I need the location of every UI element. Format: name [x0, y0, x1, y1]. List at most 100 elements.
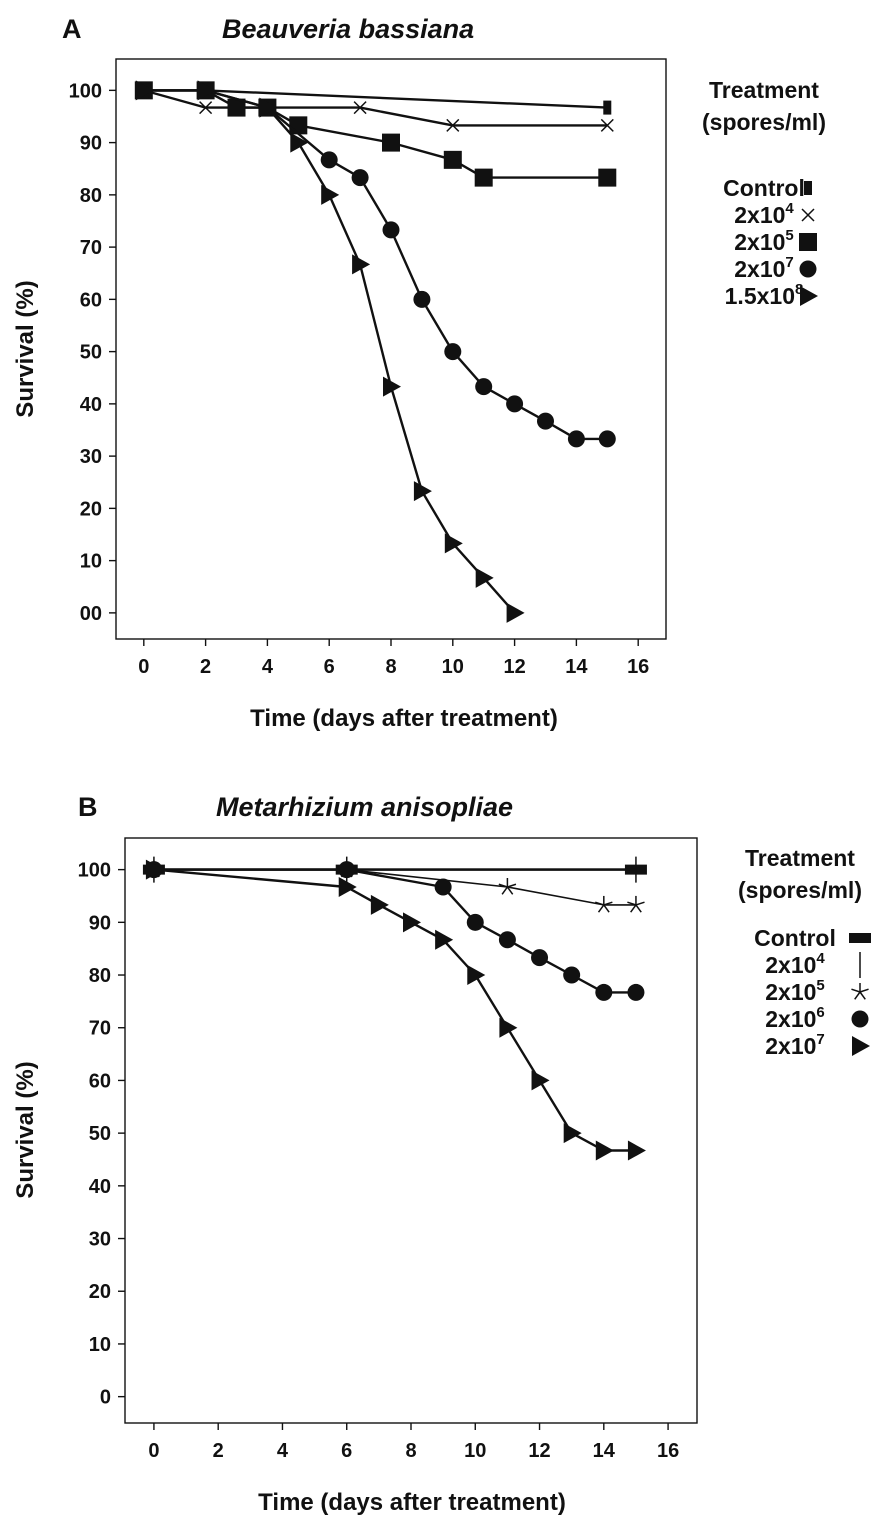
legend-marker-b-3 [851, 1010, 869, 1028]
x-tick-label-b-7: 14 [593, 1440, 616, 1462]
legend-label-b-0: Control [754, 925, 836, 951]
axis-ticks-a: 0 2 4 6 8 10 12 14 16 00 10 20 30 40 50 60 70 80 90 100 [69, 80, 650, 678]
legend-label-b-1: 2x104 [765, 950, 825, 978]
x-tick-label-b-1: 2 [213, 1440, 224, 1462]
x-tick-label-b-2: 4 [277, 1440, 289, 1462]
data-point-a-3-9 [506, 395, 524, 413]
legend-label-b-3: 2x106 [765, 1004, 825, 1032]
x-tick-label-a-4: 8 [385, 656, 396, 678]
data-point-a-4-5 [352, 254, 371, 275]
y-tick-label-a-5: 50 [80, 342, 102, 364]
data-point-a-2-5 [382, 133, 400, 152]
y-tick-label-b-8: 80 [89, 965, 111, 987]
data-point-a-4-3 [290, 132, 309, 153]
panel-a-title: Beauveria bassiana [222, 14, 474, 44]
panel-a: A Beauveria bassiana 0 2 4 6 8 10 12 14 16 00 10 20… [12, 14, 826, 732]
legend-b-title-line2: (spores/ml) [738, 877, 862, 903]
data-point-a-2-8 [598, 168, 617, 187]
x-tick-label-a-6: 12 [503, 656, 525, 678]
series-line-a-3 [143, 89, 608, 441]
data-point-a-4-6 [383, 376, 401, 397]
y-tick-label-b-3: 30 [89, 1229, 111, 1251]
legend-label-b-4: 2x107 [765, 1031, 825, 1059]
data-point-a-3-3 [320, 151, 338, 169]
y-tick-label-b-7: 70 [89, 1018, 111, 1040]
y-tick-label-b-9: 90 [89, 912, 111, 934]
data-point-b-2-2 [498, 878, 517, 895]
x-tick-label-b-4: 8 [405, 1440, 416, 1462]
y-tick-label-a-4: 40 [80, 394, 102, 416]
data-point-b-4-1 [338, 877, 357, 898]
data-point-b-4-5 [467, 965, 486, 986]
axis-ticks-b: 0 2 4 6 8 10 12 14 16 0 10 20 30 40 50 60 70 80 90 100 [78, 860, 680, 1462]
x-axis-label-a: Time (days after treatment) [250, 705, 558, 732]
data-point-b-2-4 [627, 895, 645, 913]
data-point-a-4-0 [135, 80, 154, 101]
data-point-a-3-5 [382, 221, 400, 239]
data-point-a-1-3 [353, 101, 367, 115]
data-point-a-4-7 [413, 481, 432, 502]
y-tick-label-a-6: 60 [80, 289, 102, 311]
series-group-a [134, 80, 617, 623]
data-point-a-2-6 [443, 150, 462, 169]
legend-marker-b-2 [851, 983, 869, 1000]
data-point-b-3-7 [595, 983, 613, 1001]
x-tick-label-b-6: 12 [528, 1440, 550, 1462]
legend-marker-a-1 [801, 208, 815, 222]
legend-b-title-line1: Treatment [745, 845, 855, 871]
legend-marker-a-0 [804, 181, 812, 195]
data-point-b-3-6 [563, 966, 581, 984]
y-tick-label-b-6: 60 [89, 1070, 111, 1092]
data-point-b-3-8 [627, 983, 645, 1001]
data-point-b-4-2 [370, 894, 389, 915]
x-tick-label-b-0: 0 [148, 1440, 159, 1462]
y-tick-label-b-4: 40 [89, 1176, 111, 1198]
y-tick-label-a-9: 90 [80, 133, 102, 155]
data-point-b-3-1 [338, 861, 356, 879]
y-tick-label-b-5: 50 [89, 1123, 111, 1145]
x-tick-label-a-8: 16 [627, 656, 649, 678]
data-point-a-4-9 [475, 567, 494, 588]
x-tick-label-a-5: 10 [442, 656, 464, 678]
x-tick-label-b-5: 10 [464, 1440, 486, 1462]
data-point-a-3-7 [444, 343, 462, 361]
series-line-b-2 [153, 868, 636, 906]
legend-label-a-3: 2x107 [734, 254, 794, 282]
data-point-a-0-2 [603, 100, 612, 115]
y-axis-label-a: Survival (%) [12, 280, 39, 417]
data-point-b-4-6 [499, 1017, 518, 1038]
y-tick-label-a-2: 20 [80, 498, 102, 520]
x-tick-label-a-7: 14 [565, 656, 588, 678]
data-point-a-1-5 [600, 118, 614, 132]
legend-marker-b-4 [852, 1036, 870, 1056]
legend-a-title-line2: (spores/ml) [702, 109, 826, 135]
data-point-a-3-11 [567, 430, 585, 448]
series-line-b-4 [153, 868, 636, 1152]
series-group-b [142, 856, 647, 1161]
data-point-a-3-6 [413, 290, 431, 308]
legend-marker-b-0 [849, 933, 871, 943]
legend-label-a-2: 2x105 [734, 227, 794, 255]
legend-label-a-4: 1.5x108 [725, 281, 804, 309]
y-tick-label-b-10: 100 [78, 860, 111, 882]
legend-label-a-1: 2x104 [734, 200, 794, 228]
y-tick-label-a-1: 10 [80, 551, 102, 573]
data-point-a-3-10 [536, 412, 554, 430]
panel-b: B Metarhizium anisopliae 0 2 4 6 8 10 12 14 16 0 1… [12, 792, 871, 1515]
panel-letter-a: A [62, 14, 82, 44]
x-tick-label-b-8: 16 [657, 1440, 679, 1462]
data-point-a-3-12 [598, 430, 616, 448]
data-point-b-3-4 [498, 931, 516, 949]
data-point-a-4-1 [197, 80, 216, 101]
y-tick-label-a-8: 80 [80, 185, 102, 207]
y-tick-label-b-2: 20 [89, 1281, 111, 1303]
data-point-b-4-0 [145, 859, 164, 880]
x-tick-label-a-0: 0 [138, 656, 149, 678]
y-axis-label-b: Survival (%) [12, 1061, 39, 1198]
data-point-a-4-4 [321, 184, 340, 205]
data-point-a-2-4 [289, 116, 308, 135]
data-point-a-4-2 [259, 97, 278, 118]
data-point-a-1-1 [199, 101, 213, 115]
data-point-a-4-8 [444, 533, 463, 554]
